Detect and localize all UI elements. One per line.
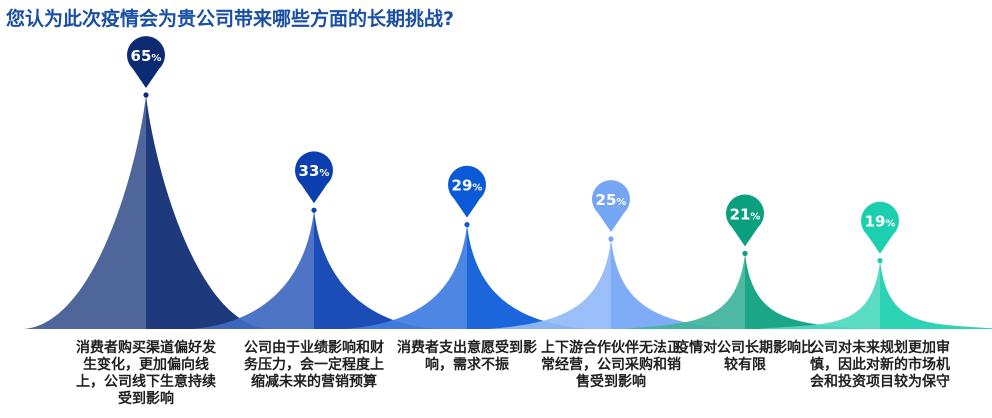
value-bubble	[860, 201, 899, 254]
peak-bar	[24, 95, 268, 329]
peak-bar	[489, 239, 733, 329]
data-label: 65%	[131, 47, 162, 65]
peak-tip-dot	[608, 236, 614, 242]
value-bubble	[448, 165, 486, 218]
category-label: 上下游合作伙伴无法正常经营，公司采购和销售受到影响	[541, 340, 681, 390]
peak-bar	[758, 260, 992, 329]
peak-tip-dot	[742, 250, 748, 256]
value-bubble	[295, 151, 333, 204]
peak-tip-dot	[311, 207, 317, 213]
category-label: 消费者支出意愿受到影响，需求不振	[397, 340, 537, 373]
value-bubble	[725, 194, 764, 247]
peak-bar	[192, 210, 436, 329]
category-label: 疫情对公司长期影响比较有限	[675, 340, 815, 373]
category-label: 公司对未来规划更加审慎，因此对新的市场机会和投资项目较为保守	[810, 340, 950, 390]
peak-tip-dot	[143, 92, 149, 98]
peak-tip-dot	[464, 222, 470, 228]
value-bubble	[592, 180, 630, 232]
value-bubble	[127, 36, 166, 88]
category-label: 消费者购买渠道偏好发生变化，更加偏向线上，公司线下生意持续受到影响	[76, 340, 216, 407]
data-label: 29%	[452, 177, 483, 195]
data-label: 19%	[865, 213, 896, 231]
chart-title: 您认为此次疫情会为贵公司带来哪些方面的长期挑战?	[6, 8, 455, 30]
peak-tip-dot	[877, 258, 883, 264]
peak-bar	[345, 224, 589, 329]
category-label: 公司由于业绩影响和财务压力，会一定程度上缩减未来的营销预算	[244, 340, 384, 390]
data-label: 21%	[730, 205, 761, 223]
data-label: 33%	[299, 162, 330, 180]
data-label: 25%	[596, 191, 627, 209]
peak-bar	[623, 253, 867, 329]
